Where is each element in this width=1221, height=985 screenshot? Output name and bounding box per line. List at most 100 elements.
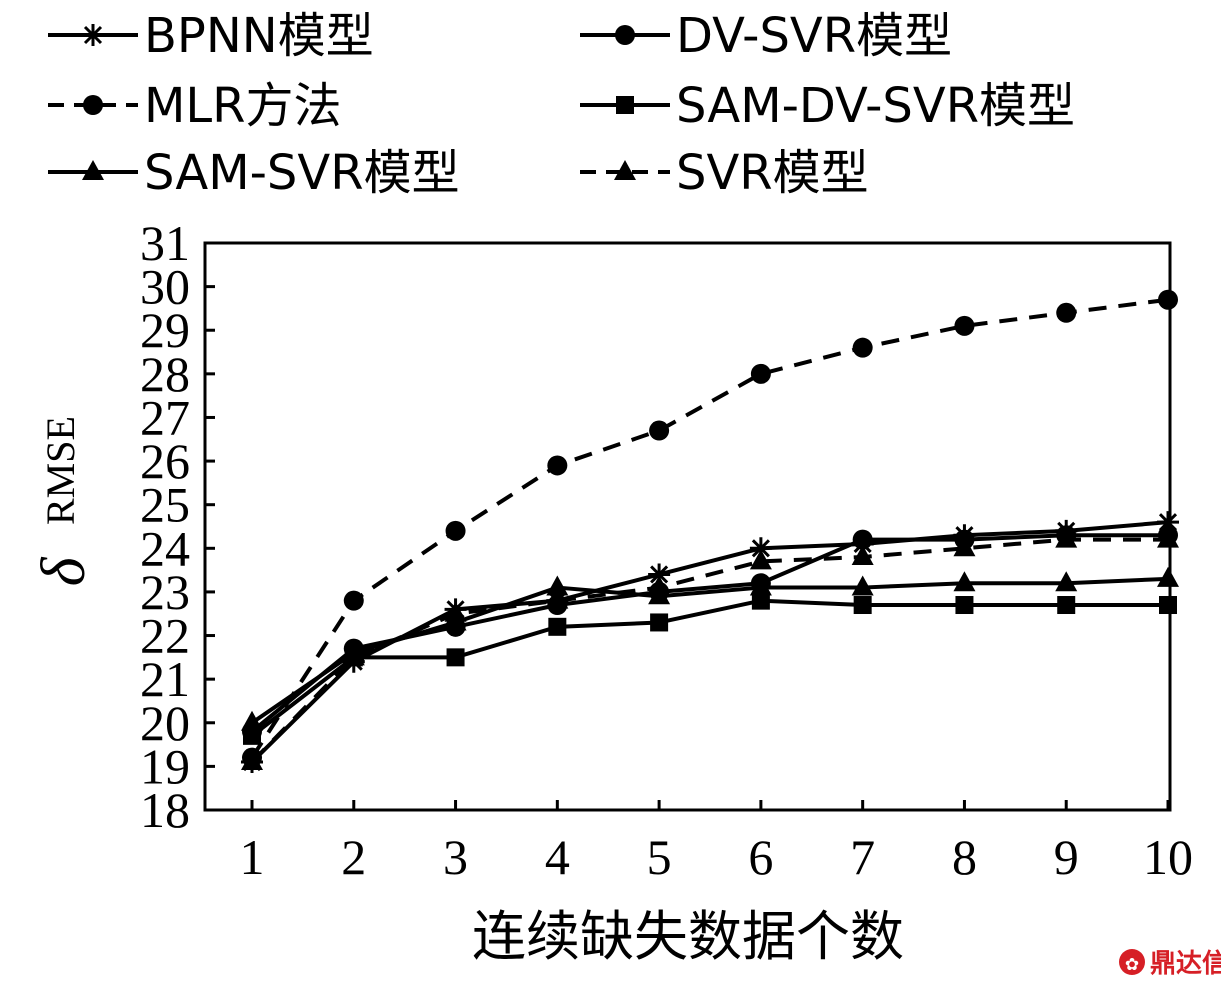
data-point bbox=[546, 575, 569, 596]
x-tick-label: 7 bbox=[850, 829, 875, 885]
data-point bbox=[1157, 527, 1179, 548]
y-tick-label: 20 bbox=[140, 695, 190, 751]
series-line bbox=[250, 576, 1169, 725]
data-point bbox=[1159, 596, 1177, 615]
data-point bbox=[1157, 566, 1179, 587]
data-point bbox=[1056, 302, 1077, 323]
legend-marker bbox=[615, 25, 635, 45]
legend-marker bbox=[82, 160, 104, 180]
y-tick-label: 31 bbox=[140, 215, 190, 271]
data-point bbox=[445, 520, 466, 541]
series-line bbox=[250, 533, 1168, 734]
series-5 bbox=[241, 527, 1179, 771]
y-tick-label: 23 bbox=[140, 564, 190, 620]
legend-item: DV-SVR模型 bbox=[580, 8, 952, 64]
data-point bbox=[853, 596, 872, 615]
data-point bbox=[953, 571, 976, 592]
data-point bbox=[446, 648, 465, 667]
data-point bbox=[648, 563, 671, 586]
data-point bbox=[444, 601, 467, 622]
data-point bbox=[954, 315, 975, 336]
x-tick-label: 2 bbox=[341, 829, 366, 885]
y-tick-label: 22 bbox=[140, 608, 190, 664]
y-tick-label: 26 bbox=[140, 433, 190, 489]
x-axis-label: 连续缺失数据个数 bbox=[472, 905, 904, 968]
legend-label: SAM-SVR模型 bbox=[144, 145, 460, 201]
series-1 bbox=[242, 525, 1178, 742]
data-point bbox=[343, 590, 364, 611]
data-point bbox=[243, 726, 261, 745]
data-point bbox=[851, 575, 874, 596]
data-point bbox=[750, 363, 771, 384]
x-tick-label: 9 bbox=[1054, 829, 1079, 885]
data-point bbox=[342, 645, 365, 666]
x-tick-label: 6 bbox=[748, 829, 773, 885]
data-point bbox=[546, 588, 569, 609]
legend-item: SAM-DV-SVR模型 bbox=[580, 78, 1075, 134]
data-point bbox=[548, 617, 567, 636]
data-point bbox=[650, 613, 669, 632]
series-line bbox=[250, 520, 1169, 764]
data-point bbox=[852, 337, 873, 358]
x-tick-label: 3 bbox=[443, 829, 468, 885]
legend-label: SVR模型 bbox=[676, 145, 869, 201]
legend-label: BPNN模型 bbox=[144, 8, 374, 64]
plot-frame bbox=[203, 241, 1172, 812]
x-tick-label: 4 bbox=[545, 829, 570, 885]
legend-item: MLR方法 bbox=[48, 78, 342, 134]
x-tick-label: 5 bbox=[647, 829, 672, 885]
y-tick-label: 19 bbox=[140, 738, 190, 794]
legend-marker bbox=[83, 95, 103, 115]
data-point bbox=[953, 536, 976, 557]
legend-item: SVR模型 bbox=[580, 145, 869, 201]
legend-label: SAM-DV-SVR模型 bbox=[676, 78, 1075, 134]
data-point bbox=[851, 545, 874, 566]
data-point bbox=[749, 549, 772, 570]
legend-marker bbox=[614, 160, 636, 180]
legend-item: SAM-SVR模型 bbox=[48, 145, 460, 201]
data-point bbox=[241, 750, 263, 771]
data-point bbox=[1055, 571, 1078, 592]
series-line bbox=[250, 598, 1168, 738]
watermark-text: 鼎达信 bbox=[1150, 949, 1221, 979]
legend-item: BPNN模型 bbox=[48, 8, 374, 64]
data-point bbox=[649, 420, 670, 441]
x-tick-label: 1 bbox=[240, 829, 265, 885]
legend-label: MLR方法 bbox=[144, 78, 342, 134]
watermark: ✿ 鼎达信 bbox=[1119, 949, 1221, 979]
y-tick-label: 21 bbox=[140, 651, 190, 707]
data-point bbox=[648, 575, 671, 596]
legend-marker bbox=[82, 24, 104, 46]
y-tick-label: 25 bbox=[140, 477, 190, 533]
y-axis-label: δ RMSE bbox=[30, 416, 98, 586]
data-point bbox=[955, 596, 974, 615]
series-4 bbox=[241, 566, 1179, 731]
y-tick-label: 27 bbox=[140, 389, 190, 445]
y-tick-label: 29 bbox=[140, 302, 190, 358]
data-point bbox=[749, 537, 772, 560]
data-point bbox=[749, 575, 772, 596]
series-line bbox=[250, 297, 1169, 759]
y-axis-label-symbol: δ bbox=[30, 556, 98, 586]
data-point bbox=[1055, 527, 1078, 548]
data-point bbox=[1057, 596, 1076, 615]
series-2 bbox=[242, 289, 1178, 768]
data-point bbox=[547, 455, 568, 476]
data-point bbox=[1157, 511, 1179, 534]
legend-label: DV-SVR模型 bbox=[676, 8, 952, 64]
data-point bbox=[1158, 289, 1178, 310]
data-point bbox=[241, 710, 263, 731]
x-tick-label: 10 bbox=[1143, 829, 1193, 885]
y-tick-label: 28 bbox=[140, 346, 190, 402]
legend: BPNN模型 DV-SVR模型 MLR方法 SAM-DV-SVR模型 SAM-SVR模型… bbox=[48, 8, 1075, 201]
data-point bbox=[852, 529, 873, 550]
y-tick-label: 24 bbox=[140, 520, 190, 576]
plot-area bbox=[241, 289, 1179, 774]
data-point bbox=[751, 591, 770, 610]
y-axis-label-subscript: RMSE bbox=[38, 416, 83, 525]
logo-icon bbox=[1119, 949, 1145, 975]
legend-marker bbox=[616, 96, 634, 114]
x-tick-label: 8 bbox=[952, 829, 977, 885]
